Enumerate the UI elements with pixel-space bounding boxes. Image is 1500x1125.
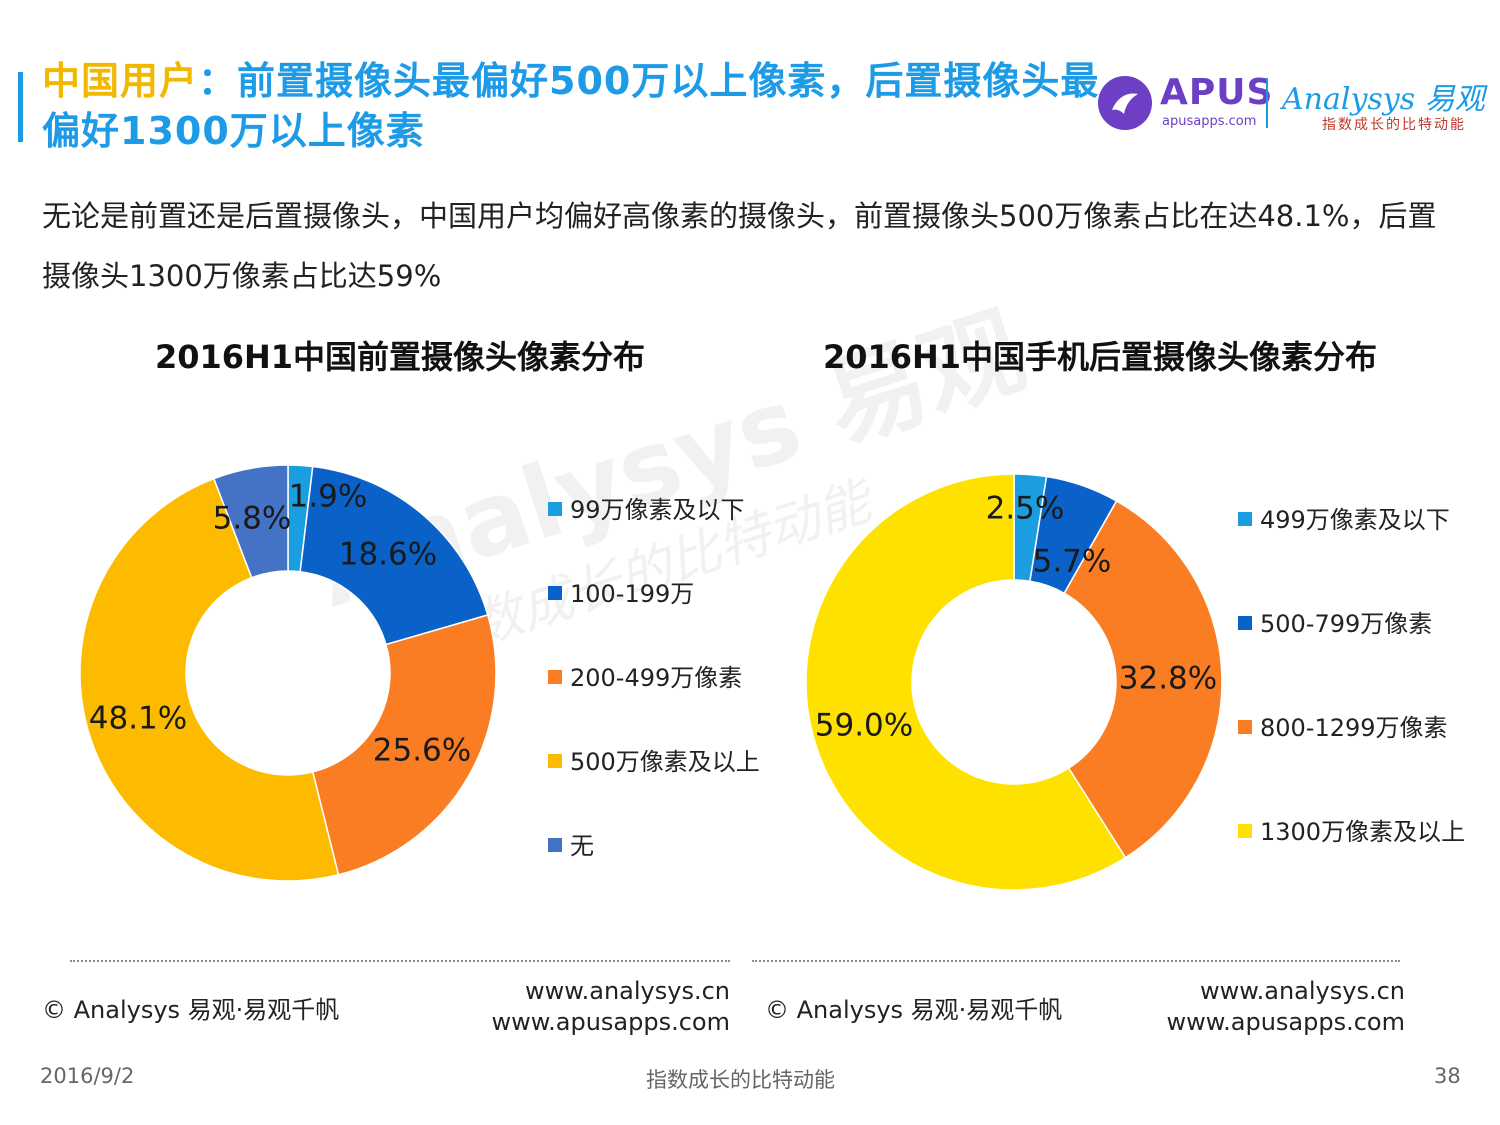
page-subtitle: 无论是前置还是后置摄像头，中国用户均偏好高像素的摄像头，前置摄像头500万像素占… [42, 199, 1437, 293]
front-camera-legend: 99万像素及以下 100-199万 200-499万像素 500万像素及以上无 [548, 490, 788, 870]
apus-logo-text: APUS [1160, 72, 1274, 113]
page-title-lead: 中国用户 [42, 59, 199, 103]
legend-swatch-0-2 [548, 670, 562, 684]
chart-title-rear: 2016H1中国手机后置摄像头像素分布 [822, 338, 1378, 376]
legend-item-1-1: 500-799万像素 [1238, 604, 1432, 639]
source-sites-left: www.analysys.cn www.apusapps.com [430, 976, 730, 1038]
source-copyright-right: © Analysys 易观·易观千帆 [765, 996, 1063, 1024]
data-label-0-0: 1.9% [289, 479, 368, 515]
source-site-analysys-right[interactable]: www.analysys.cn [1199, 977, 1405, 1005]
donut-slice-0-3 [79, 477, 340, 882]
footer-page-number: 38 [1434, 1064, 1461, 1088]
divider-dotted-left [70, 960, 730, 962]
legend-swatch-0-3 [548, 754, 562, 768]
source-site-analysys-left[interactable]: www.analysys.cn [524, 977, 730, 1005]
donut-slice-0-4 [212, 464, 289, 579]
legend-label-1-1: 500-799万像素 [1260, 610, 1433, 638]
source-sites-right: www.analysys.cn www.apusapps.com [1105, 976, 1405, 1038]
divider-dotted-right [752, 960, 1400, 962]
analysys-logo-text: Analysys 易观 [1282, 82, 1485, 117]
donut-slice-0-1 [299, 465, 489, 646]
legend-swatch-1-1 [1238, 616, 1252, 630]
data-label-1-3: 59.0% [815, 708, 913, 744]
data-label-0-2: 25.6% [373, 733, 471, 769]
analysys-logo-subtext: 指数成长的比特动能 [1322, 117, 1466, 133]
legend-item-1-0: 499万像素及以下 [1238, 500, 1450, 535]
legend-label-0-4: 无 [570, 832, 594, 860]
legend-item-0-3: 500万像素及以上 [548, 742, 760, 777]
legend-label-1-2: 800-1299万像素 [1260, 714, 1448, 742]
legend-swatch-1-2 [1238, 720, 1252, 734]
footer-tagline: 指数成长的比特动能 [646, 1068, 835, 1092]
legend-item-0-1: 100-199万 [548, 574, 694, 609]
donut-slice-1-2 [1063, 499, 1223, 859]
rear-camera-donut: 2.5% 5.7% 32.8% 59.0% [805, 473, 1223, 891]
legend-label-0-1: 100-199万 [570, 580, 695, 608]
legend-swatch-0-4 [548, 838, 562, 852]
legend-label-0-3: 500万像素及以上 [570, 748, 760, 776]
source-site-apus-left[interactable]: www.apusapps.com [491, 1008, 730, 1036]
legend-swatch-1-3 [1238, 824, 1252, 838]
data-label-1-2: 32.8% [1119, 661, 1217, 697]
chart-title-front: 2016H1中国前置摄像头像素分布 [154, 338, 646, 376]
page-title-rest: ：前置摄像头最偏好500万以上像素，后置摄像头最偏好1300万以上像素 [42, 59, 1100, 153]
legend-label-1-3: 1300万像素及以上 [1260, 818, 1466, 846]
title-accent-bar [18, 72, 23, 142]
rear-camera-legend: 499万像素及以下 500-799万像素 800-1299万像素 1300万像素及以上 [1238, 500, 1488, 860]
apus-logo-subtext: apusapps.com [1162, 114, 1257, 129]
legend-swatch-0-1 [548, 586, 562, 600]
data-label-0-3: 48.1% [89, 701, 187, 737]
source-site-apus-right[interactable]: www.apusapps.com [1166, 1008, 1405, 1036]
apus-logo-icon [1098, 76, 1152, 130]
legend-item-0-4: 无 [548, 826, 594, 861]
legend-item-1-3: 1300万像素及以上 [1238, 812, 1465, 847]
data-label-1-0: 2.5% [986, 491, 1065, 527]
page-title: 中国用户：前置摄像头最偏好500万以上像素，后置摄像头最偏好1300万以上像素 [42, 56, 1102, 156]
data-label-0-4: 5.8% [213, 501, 292, 537]
legend-item-1-2: 800-1299万像素 [1238, 708, 1448, 743]
logo-divider [1266, 78, 1268, 128]
logo-group: APUS apusapps.com Analysys 易观 指数成长的比特动能 [1098, 70, 1488, 140]
legend-swatch-1-0 [1238, 512, 1252, 526]
donut-slice-1-3 [805, 473, 1127, 891]
footer-date: 2016/9/2 [40, 1064, 135, 1088]
legend-swatch-0-0 [548, 502, 562, 516]
legend-label-1-0: 499万像素及以下 [1260, 506, 1450, 534]
data-label-0-1: 18.6% [339, 537, 437, 573]
legend-label-0-0: 99万像素及以下 [570, 496, 745, 524]
source-copyright-left: © Analysys 易观·易观千帆 [42, 996, 340, 1024]
front-camera-donut: 1.9% 18.6% 25.6% 48.1% 5.8% [79, 464, 497, 882]
legend-item-0-2: 200-499万像素 [548, 658, 742, 693]
donut-slice-0-2 [311, 614, 497, 876]
legend-item-0-0: 99万像素及以下 [548, 490, 745, 525]
legend-label-0-2: 200-499万像素 [570, 664, 743, 692]
data-label-1-1: 5.7% [1033, 544, 1112, 580]
